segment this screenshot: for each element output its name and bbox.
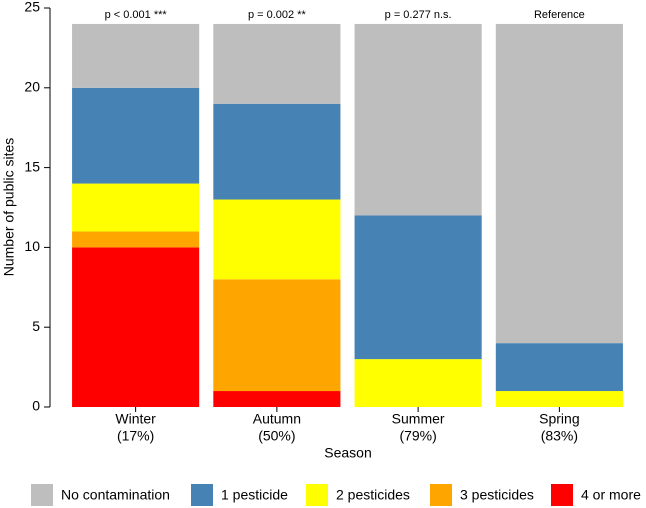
bar-segment bbox=[354, 359, 482, 407]
annotation: p = 0.002 ** bbox=[248, 9, 307, 21]
x-tick-sublabel: (17%) bbox=[117, 428, 154, 444]
x-tick-sublabel: (79%) bbox=[399, 428, 436, 444]
bar-segment bbox=[495, 391, 623, 407]
x-tick-label: Winter bbox=[115, 411, 156, 427]
x-tick-label: Summer bbox=[392, 411, 445, 427]
annotation: p = 0.277 n.s. bbox=[385, 9, 452, 21]
bar-segment bbox=[354, 215, 482, 360]
legend-label: No contamination bbox=[61, 487, 170, 503]
y-axis-title: Number of public sites bbox=[1, 138, 17, 277]
legend-label: 4 or more bbox=[581, 487, 641, 503]
x-tick-label: Autumn bbox=[253, 411, 301, 427]
x-tick-label: Spring bbox=[539, 411, 579, 427]
x-tick-sublabel: (83%) bbox=[541, 428, 578, 444]
bar-segment bbox=[72, 183, 200, 232]
bar-segment bbox=[213, 103, 341, 200]
x-axis-title: Season bbox=[324, 445, 371, 461]
legend-swatch bbox=[31, 484, 53, 506]
bar-segment bbox=[495, 343, 623, 392]
bar-segment bbox=[72, 87, 200, 184]
bar-segment bbox=[354, 23, 482, 216]
legend-label: 1 pesticide bbox=[221, 487, 288, 503]
legend-label: 3 pesticides bbox=[460, 487, 534, 503]
x-tick-sublabel: (50%) bbox=[258, 428, 295, 444]
legend-swatch bbox=[430, 484, 452, 506]
y-tick-label: 0 bbox=[32, 398, 40, 414]
legend-swatch bbox=[191, 484, 213, 506]
y-tick-label: 5 bbox=[32, 318, 40, 334]
legend-swatch bbox=[306, 484, 328, 506]
bar-segment bbox=[72, 247, 200, 407]
bar-segment bbox=[213, 23, 341, 104]
bar-segment bbox=[213, 391, 341, 407]
bar-segment bbox=[213, 279, 341, 392]
y-tick-label: 15 bbox=[24, 158, 40, 174]
y-tick-label: 10 bbox=[24, 238, 40, 254]
bar-segment bbox=[495, 23, 623, 344]
y-tick-label: 25 bbox=[24, 0, 40, 15]
legend-swatch bbox=[551, 484, 573, 506]
legend-label: 2 pesticides bbox=[336, 487, 410, 503]
bar-segment bbox=[213, 199, 341, 280]
annotation: p < 0.001 *** bbox=[105, 9, 168, 21]
bar-segment bbox=[72, 231, 200, 248]
annotation: Reference bbox=[534, 9, 585, 21]
y-tick-label: 20 bbox=[24, 79, 40, 95]
bar-segment bbox=[72, 23, 200, 88]
